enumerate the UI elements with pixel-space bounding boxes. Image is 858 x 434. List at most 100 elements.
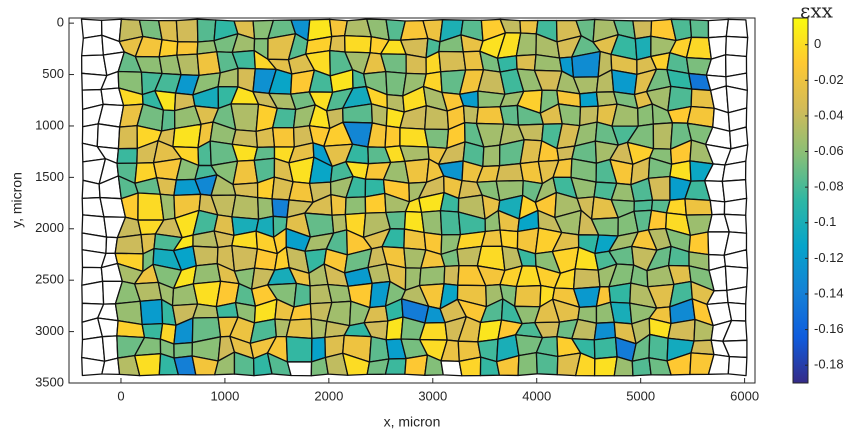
grain (272, 107, 297, 129)
grain (721, 160, 747, 182)
grain (690, 339, 715, 356)
grain (399, 127, 429, 148)
grain (725, 18, 749, 39)
grain (101, 335, 119, 362)
grain (424, 128, 450, 149)
strain-field (80, 18, 749, 377)
grain (652, 122, 674, 150)
grain (272, 127, 295, 148)
grain (495, 162, 524, 182)
grain (139, 298, 164, 326)
x-tick-label: 4000 (522, 388, 551, 403)
grain (232, 159, 259, 186)
colorbar-tick-label: -0.04 (814, 107, 844, 122)
grain (685, 36, 712, 60)
grain (515, 54, 537, 71)
grain (192, 303, 219, 319)
colorbar-tick-label: -0.06 (814, 143, 844, 158)
grain (141, 322, 164, 340)
grain (176, 53, 200, 77)
y-axis-label: y, micron (9, 172, 25, 228)
plot-frame (68, 17, 756, 384)
grain (230, 103, 260, 133)
grain (611, 69, 638, 96)
grain (384, 357, 407, 375)
grain (117, 125, 138, 150)
grain (419, 321, 448, 341)
grain (231, 244, 258, 272)
grain (631, 357, 652, 377)
grain (271, 198, 290, 219)
grain (533, 54, 563, 72)
y-tick-label: 2500 (35, 272, 64, 287)
grain (330, 193, 347, 216)
grain (723, 197, 748, 216)
colorbar-tick-label: -0.1 (814, 214, 836, 229)
x-tick-label: 1000 (210, 388, 239, 403)
grain (689, 19, 710, 39)
grain (499, 104, 520, 126)
grain (440, 360, 463, 377)
grain (418, 265, 446, 287)
grain (156, 177, 177, 197)
grain (192, 245, 219, 267)
grain (285, 335, 313, 363)
grain (647, 209, 668, 231)
x-tick-label: 0 (117, 388, 124, 403)
grain (81, 280, 105, 305)
y-tick-label: 1000 (35, 117, 64, 132)
grain (231, 194, 260, 220)
x-axis-label: x, micron (384, 414, 441, 430)
grain (329, 34, 346, 53)
y-tick-label: 2000 (35, 220, 64, 235)
y-tick-label: 3000 (35, 323, 64, 338)
grain (611, 103, 639, 127)
grain (158, 39, 179, 58)
grain (364, 192, 387, 214)
grain (438, 50, 467, 73)
colorbar-label: εxx (800, 0, 834, 23)
y-tick-label: 500 (42, 66, 64, 81)
y-tick-label: 0 (57, 15, 64, 30)
grain (293, 282, 312, 308)
colorbar-tick-label: -0.14 (814, 285, 844, 300)
grain (475, 106, 505, 125)
grain (517, 351, 538, 377)
grain (403, 228, 427, 251)
grain (327, 283, 352, 304)
grain (81, 54, 108, 77)
y-tick-label: 1500 (35, 169, 64, 184)
grain (196, 18, 217, 43)
grain (519, 19, 539, 35)
grain (176, 41, 199, 56)
grain (439, 210, 462, 236)
grain (726, 286, 748, 305)
grain (579, 91, 599, 108)
grain (633, 199, 654, 212)
grain (114, 233, 144, 255)
grain (255, 127, 276, 148)
grain (482, 144, 501, 168)
x-tick-label: 5000 (626, 388, 655, 403)
grain (405, 53, 427, 75)
grain (707, 18, 730, 39)
grain (116, 147, 138, 165)
grain (420, 210, 443, 236)
grain (172, 123, 202, 149)
grain (634, 35, 652, 61)
grain (81, 356, 106, 377)
colorbar-tick-label: 0 (814, 36, 821, 51)
grain (727, 301, 747, 322)
grain (593, 336, 618, 360)
grain (688, 231, 710, 256)
grain (404, 158, 430, 184)
grain (137, 192, 165, 221)
grain (257, 196, 274, 220)
grain (637, 103, 654, 127)
grain (160, 109, 176, 132)
grain (134, 353, 162, 377)
grain (535, 351, 559, 376)
grain (344, 34, 373, 54)
grain (404, 354, 429, 376)
